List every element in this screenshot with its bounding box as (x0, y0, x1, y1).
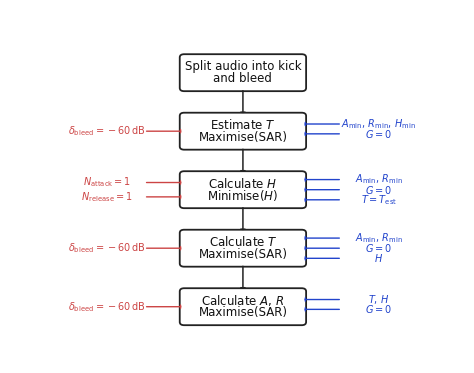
Text: Calculate $A$, $R$: Calculate $A$, $R$ (201, 293, 284, 308)
Text: $\delta_{\mathrm{bleed}} = -60\,\mathrm{dB}$: $\delta_{\mathrm{bleed}} = -60\,\mathrm{… (68, 241, 146, 255)
Text: Split audio into kick: Split audio into kick (184, 60, 301, 73)
Text: and bleed: and bleed (213, 72, 273, 85)
Text: Calculate $H$: Calculate $H$ (209, 176, 277, 191)
Text: Maximise(SAR): Maximise(SAR) (199, 306, 287, 319)
Text: Maximise(SAR): Maximise(SAR) (199, 131, 287, 144)
Text: $G = 0$: $G = 0$ (365, 128, 392, 140)
Text: $T = T_{\mathrm{est}}$: $T = T_{\mathrm{est}}$ (361, 193, 397, 207)
Text: $G = 0$: $G = 0$ (365, 242, 392, 254)
Text: $A_{\mathrm{min}},\, R_{\mathrm{min}},\, H_{\mathrm{min}}$: $A_{\mathrm{min}},\, R_{\mathrm{min}},\,… (341, 117, 416, 131)
FancyBboxPatch shape (180, 230, 306, 267)
FancyBboxPatch shape (180, 288, 306, 325)
Text: $A_{\mathrm{min}},\, R_{\mathrm{min}}$: $A_{\mathrm{min}},\, R_{\mathrm{min}}$ (355, 231, 403, 245)
FancyBboxPatch shape (180, 171, 306, 208)
FancyBboxPatch shape (180, 54, 306, 91)
Text: $\delta_{\mathrm{bleed}} = -60\,\mathrm{dB}$: $\delta_{\mathrm{bleed}} = -60\,\mathrm{… (68, 124, 146, 138)
Text: $N_{\mathrm{attack}} = 1$: $N_{\mathrm{attack}} = 1$ (83, 176, 131, 189)
Text: Maximise(SAR): Maximise(SAR) (199, 248, 287, 261)
Text: $T,\, H$: $T,\, H$ (368, 293, 390, 306)
Text: $N_{\mathrm{release}} = 1$: $N_{\mathrm{release}} = 1$ (81, 190, 133, 204)
Text: $G = 0$: $G = 0$ (365, 184, 392, 196)
FancyBboxPatch shape (180, 113, 306, 150)
Text: Minimise($H$): Minimise($H$) (207, 188, 279, 203)
Text: Calculate $T$: Calculate $T$ (209, 235, 277, 249)
Text: Estimate $T$: Estimate $T$ (210, 118, 276, 132)
Text: $\delta_{\mathrm{bleed}} = -60\,\mathrm{dB}$: $\delta_{\mathrm{bleed}} = -60\,\mathrm{… (68, 300, 146, 314)
Text: $H$: $H$ (374, 252, 383, 264)
Text: $G = 0$: $G = 0$ (365, 303, 392, 315)
Text: $A_{\mathrm{min}},\, R_{\mathrm{min}}$: $A_{\mathrm{min}},\, R_{\mathrm{min}}$ (355, 173, 403, 186)
